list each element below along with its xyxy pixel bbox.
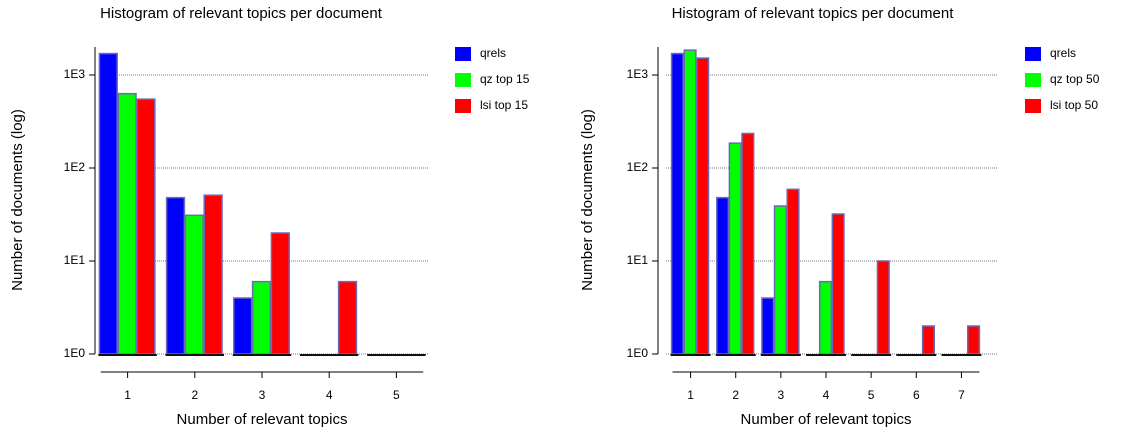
legend-label: qz top 50 (1050, 72, 1100, 86)
bar (966, 325, 981, 355)
legend-label: lsi top 50 (1050, 98, 1098, 112)
legend-swatch (1025, 47, 1041, 61)
y-tick-label: 1E0 (64, 346, 86, 360)
y-tick-label: 1E1 (627, 253, 649, 267)
bar (741, 132, 755, 355)
bar (670, 52, 685, 355)
bar (728, 142, 742, 355)
y-tick-label: 1E1 (64, 253, 86, 267)
bar (251, 280, 272, 355)
bar (761, 297, 775, 355)
x-tick-label: 1 (687, 388, 694, 402)
bar (184, 214, 204, 355)
legend-label: qz top 15 (480, 72, 530, 86)
bar (98, 52, 118, 355)
x-tick-label: 5 (868, 388, 875, 402)
x-tick-label: 4 (823, 388, 830, 402)
chart: Histogram of relevant topics per documen… (9, 5, 530, 428)
y-tick-label: 1E3 (64, 67, 86, 81)
x-tick-label: 3 (259, 388, 266, 402)
chart: Histogram of relevant topics per documen… (579, 5, 1100, 428)
bar (270, 232, 290, 355)
chart-title: Histogram of relevant topics per documen… (100, 5, 383, 22)
x-tick-label: 2 (732, 388, 739, 402)
legend-label: qrels (480, 46, 506, 60)
x-tick-label: 5 (393, 388, 400, 402)
bar (818, 280, 833, 355)
y-tick-label: 1E0 (627, 346, 649, 360)
x-tick-label: 4 (326, 388, 333, 402)
bar (233, 297, 253, 355)
bar (786, 188, 800, 355)
x-axis-label: Number of relevant topics (177, 411, 348, 428)
y-axis-label: Number of documents (log) (579, 109, 596, 291)
bar (683, 49, 697, 355)
x-tick-label: 7 (958, 388, 965, 402)
x-tick-label: 6 (913, 388, 920, 402)
legend-swatch (455, 73, 471, 87)
bar (831, 213, 845, 355)
x-tick-label: 2 (191, 388, 198, 402)
bar (203, 194, 223, 355)
chart-title: Histogram of relevant topics per documen… (672, 5, 955, 22)
legend-label: lsi top 15 (480, 98, 528, 112)
x-tick-label: 1 (124, 388, 131, 402)
bar (773, 205, 787, 355)
legend-swatch (455, 47, 471, 61)
y-tick-label: 1E2 (64, 160, 86, 174)
y-tick-label: 1E3 (627, 67, 649, 81)
y-axis-label: Number of documents (log) (9, 109, 26, 291)
bar (136, 98, 156, 355)
legend-swatch (1025, 99, 1041, 113)
x-axis-label: Number of relevant topics (741, 411, 912, 428)
bar (921, 325, 935, 355)
y-tick-label: 1E2 (627, 160, 649, 174)
bar (716, 196, 730, 355)
bar (165, 196, 186, 355)
legend-swatch (455, 99, 471, 113)
legend-swatch (1025, 73, 1041, 87)
bar (117, 92, 137, 355)
bar (876, 260, 890, 355)
bar (337, 280, 358, 355)
x-tick-label: 3 (778, 388, 785, 402)
bar (696, 57, 710, 355)
legend-label: qrels (1050, 46, 1076, 60)
